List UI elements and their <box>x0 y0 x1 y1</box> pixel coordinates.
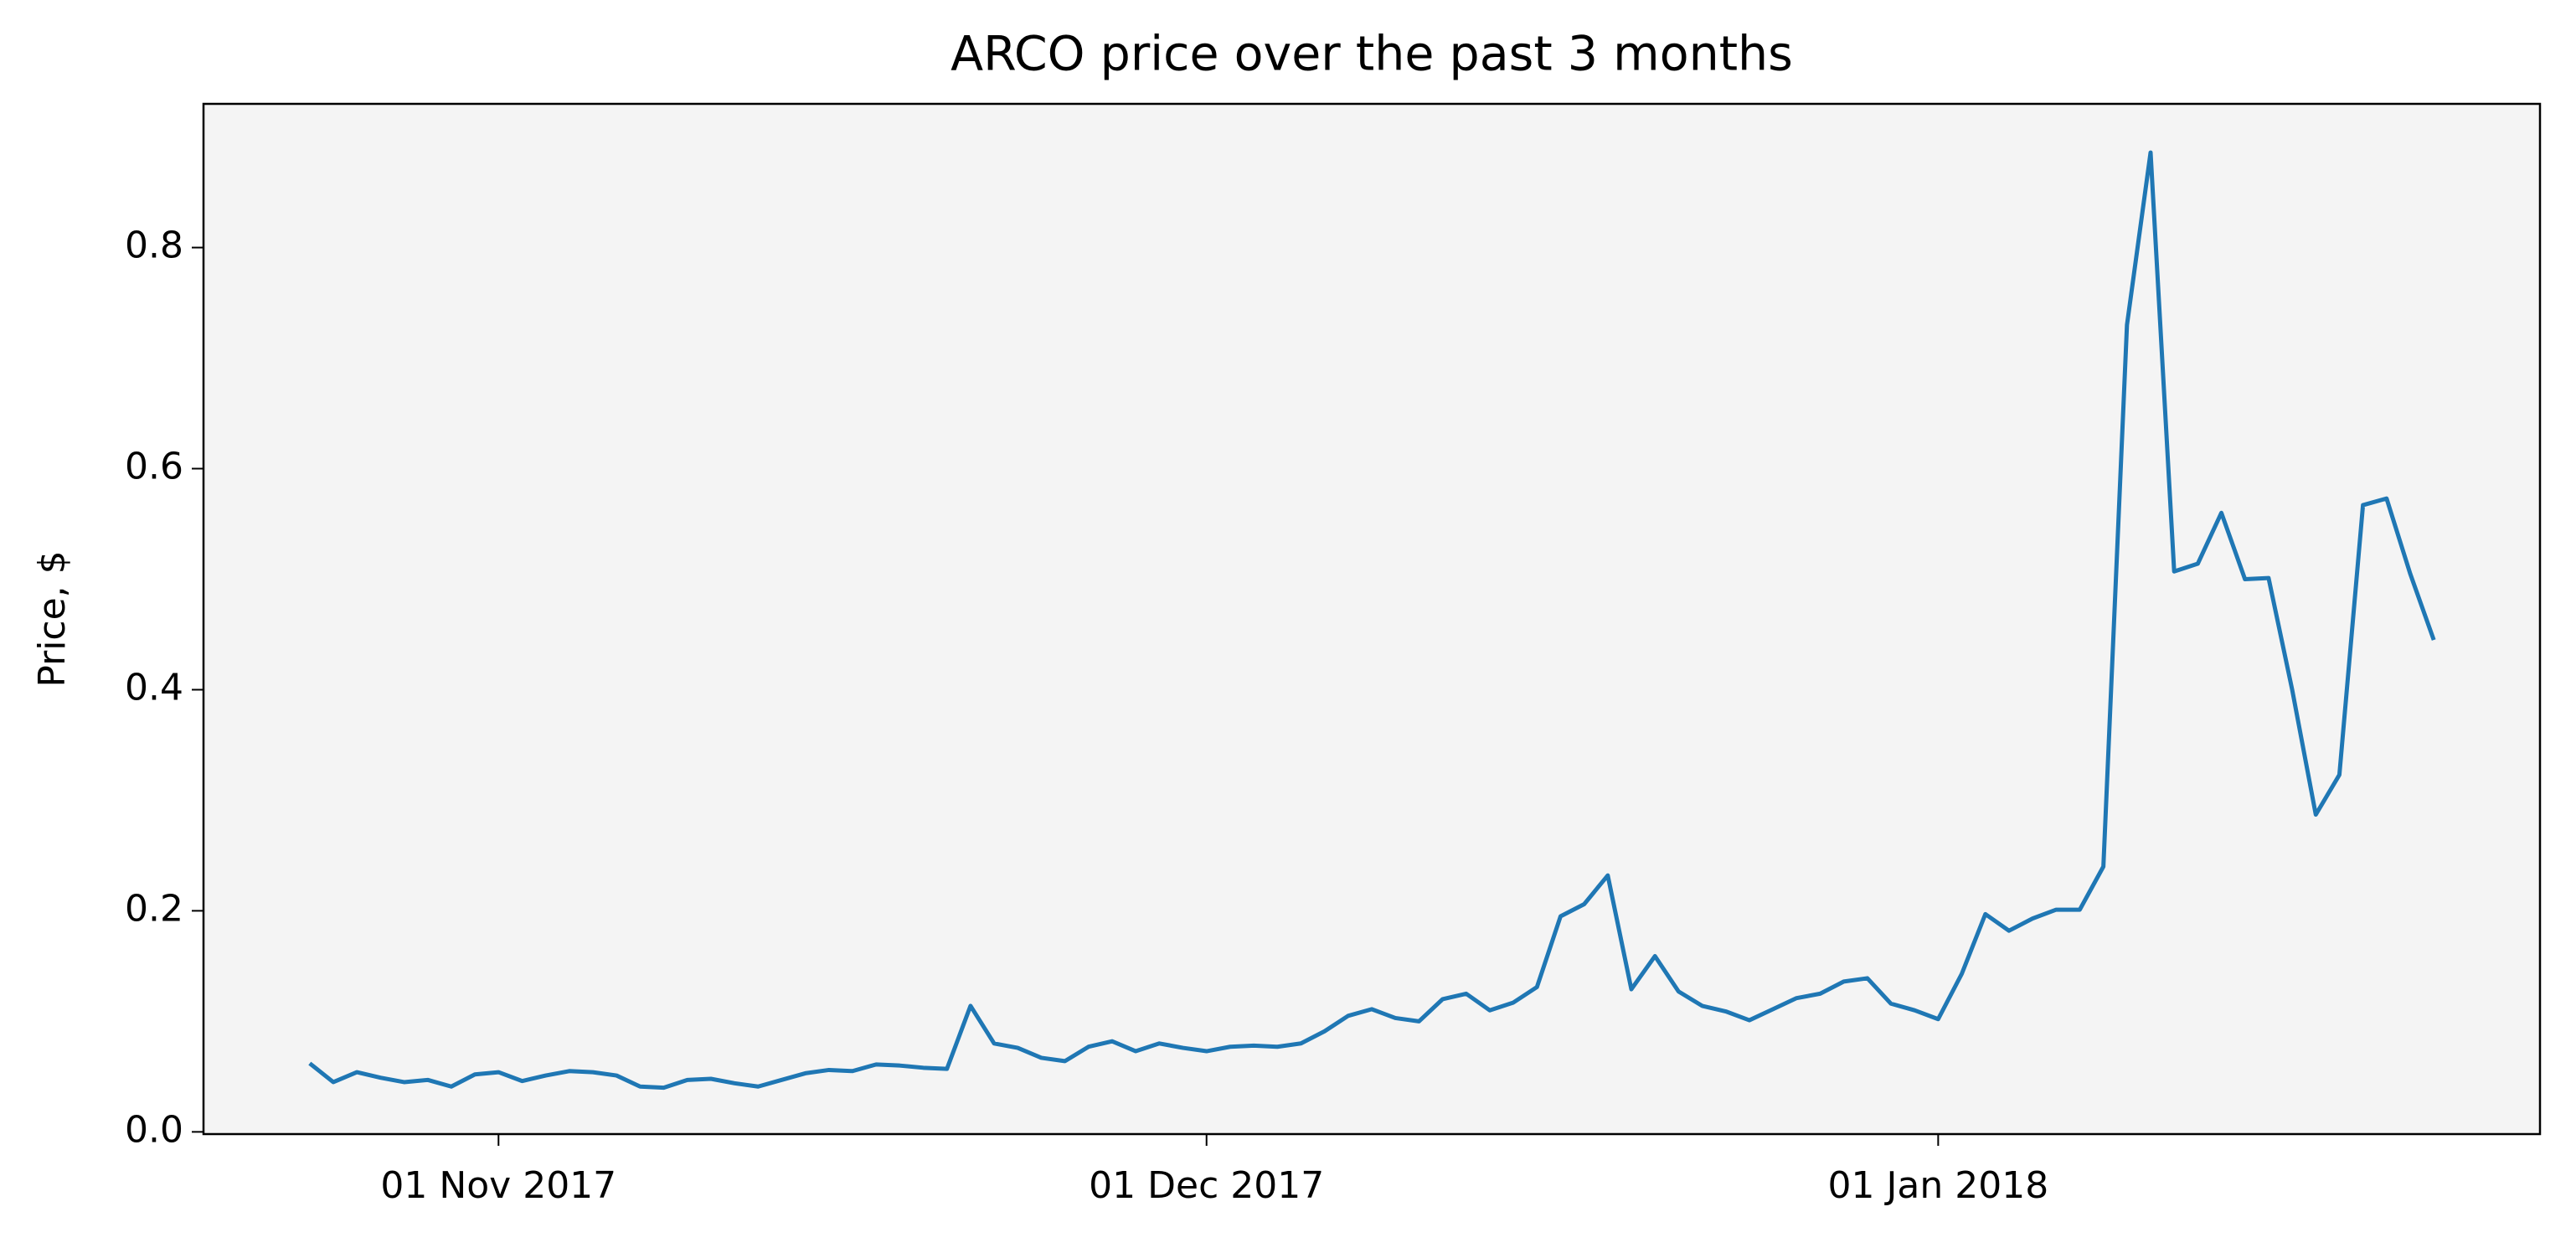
x-tick-label: 01 Dec 2017 <box>1089 1164 1324 1207</box>
y-tick-label: 0.6 <box>125 446 183 488</box>
x-tick-label: 01 Jan 2018 <box>1827 1164 2048 1207</box>
y-tick-label: 0.4 <box>125 666 183 709</box>
y-axis-label: Price, $ <box>31 550 74 687</box>
y-tick-label: 0.0 <box>125 1108 183 1151</box>
y-tick-label: 0.8 <box>125 224 183 267</box>
chart-title: ARCO price over the past 3 months <box>951 27 1793 82</box>
x-tick-label: 01 Nov 2017 <box>380 1164 616 1207</box>
plot-area <box>204 104 2540 1134</box>
axes-frame <box>202 102 2542 1136</box>
y-tick-label: 0.2 <box>125 887 183 930</box>
price-line <box>308 150 2436 1091</box>
